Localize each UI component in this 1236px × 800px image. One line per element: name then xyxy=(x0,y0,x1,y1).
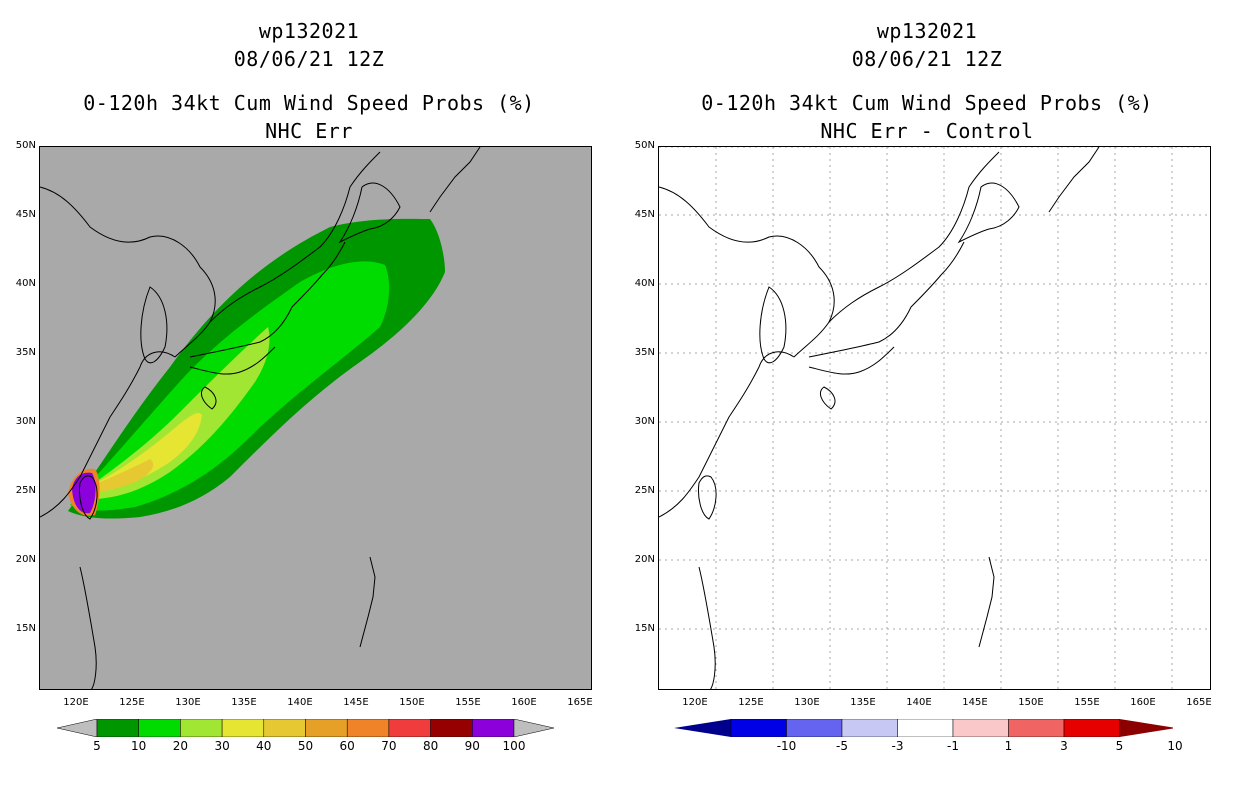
colorbar-under-triangle xyxy=(57,719,98,737)
y-axis-label: 40N xyxy=(15,278,36,289)
colorbar-bin xyxy=(96,719,139,737)
y-axis-label: 45N xyxy=(15,209,36,220)
x-axis-label: 135E xyxy=(231,697,257,708)
colorbar-bin xyxy=(897,719,954,737)
colorbar-label: 80 xyxy=(422,739,439,753)
colorbar-bin xyxy=(221,719,265,737)
x-axis-label: 160E xyxy=(1130,697,1156,708)
x-axis-label: 165E xyxy=(1186,697,1212,708)
map-svg xyxy=(659,147,1210,689)
x-axis-label: 120E xyxy=(682,697,708,708)
colorbar-label: 10 xyxy=(131,739,147,753)
grid-lines xyxy=(659,147,1210,689)
x-axis-label: 135E xyxy=(850,697,876,708)
colorbar-label: -1 xyxy=(947,739,959,753)
colorbar-label: -5 xyxy=(836,739,848,753)
y-axis-label: 50N xyxy=(15,140,36,151)
colorbar-label: 70 xyxy=(381,739,397,753)
colorbar-label: 10 xyxy=(1167,739,1183,753)
x-axis-label: 120E xyxy=(63,697,89,708)
colorbar-bin xyxy=(786,719,843,737)
colorbar-bin xyxy=(1008,719,1065,737)
method-title: NHC Err - Control xyxy=(820,119,1034,143)
colorbar xyxy=(57,719,554,737)
left-panel: wp132021 08/06/21 12Z 0-120h 34kt Cum Wi… xyxy=(15,19,593,753)
colorbar-bin xyxy=(138,719,181,737)
x-axis-label: 145E xyxy=(962,697,988,708)
x-axis-label: 130E xyxy=(794,697,820,708)
colorbar-label: 3 xyxy=(1060,739,1068,753)
y-axis-label: 15N xyxy=(634,623,655,634)
y-axis-label: 35N xyxy=(15,347,36,358)
y-axis-label: 15N xyxy=(15,623,36,634)
y-axis-label: 35N xyxy=(634,347,655,358)
colorbar-bin xyxy=(472,719,515,737)
product-title: 0-120h 34kt Cum Wind Speed Probs (%) xyxy=(83,91,535,115)
colorbar-bin xyxy=(1063,719,1120,737)
y-axis-label: 45N xyxy=(634,209,655,220)
colorbar-bin xyxy=(388,719,431,737)
y-axis-label: 30N xyxy=(634,416,655,427)
x-axis-label: 140E xyxy=(906,697,932,708)
probability-map xyxy=(39,146,592,690)
y-axis-label: 25N xyxy=(15,485,36,496)
map-svg xyxy=(40,147,481,689)
colorbar-bin xyxy=(180,719,223,737)
colorbar-bin xyxy=(305,719,348,737)
colorbar-bin xyxy=(346,719,390,737)
y-axis-label: 40N xyxy=(634,278,655,289)
x-axis-label: 165E xyxy=(567,697,593,708)
x-axis-label: 150E xyxy=(1018,697,1044,708)
colorbar-label: 60 xyxy=(339,739,355,753)
colorbar-label: -10 xyxy=(776,739,797,753)
y-axis-label: 20N xyxy=(634,554,655,565)
coastlines xyxy=(659,147,1100,689)
x-axis-label: 130E xyxy=(175,697,201,708)
method-title: NHC Err xyxy=(265,119,353,143)
colorbar-bin xyxy=(430,719,473,737)
colorbar-bin xyxy=(730,719,787,737)
coastlines xyxy=(40,147,481,689)
colorbar-bins xyxy=(96,719,515,737)
colorbar-over-triangle xyxy=(513,719,554,737)
colorbar-bin xyxy=(841,719,898,737)
x-axis-label: 155E xyxy=(455,697,481,708)
x-axis-label: 150E xyxy=(399,697,425,708)
y-axis-label: 50N xyxy=(634,140,655,151)
right-panel: wp132021 08/06/21 12Z 0-120h 34kt Cum Wi… xyxy=(618,0,1236,800)
storm-id-title: wp132021 xyxy=(258,19,360,43)
x-axis-label: 140E xyxy=(287,697,313,708)
colorbar-under-triangle xyxy=(674,719,731,737)
colorbar-bin xyxy=(263,719,306,737)
colorbar-bin xyxy=(952,719,1009,737)
x-axis-label: 145E xyxy=(343,697,369,708)
prob-contour-30 xyxy=(74,412,202,495)
y-axis-label: 30N xyxy=(15,416,36,427)
storm-id-title: wp132021 xyxy=(876,19,978,43)
colorbar-label: 1 xyxy=(1004,739,1013,753)
colorbar-label: 5 xyxy=(1115,739,1124,753)
colorbar-label: 20 xyxy=(172,739,189,753)
difference-map xyxy=(658,146,1211,690)
date-time-title: 08/06/21 12Z xyxy=(851,47,1003,71)
x-axis-label: 155E xyxy=(1074,697,1100,708)
y-axis-label: 25N xyxy=(634,485,655,496)
date-time-title: 08/06/21 12Z xyxy=(233,47,385,71)
x-axis-label: 125E xyxy=(738,697,764,708)
colorbar-label: 5 xyxy=(93,739,101,753)
colorbar-label: 30 xyxy=(214,739,230,753)
y-axis-label: 20N xyxy=(15,554,36,565)
colorbar-label: 90 xyxy=(464,739,480,753)
colorbar-label: 40 xyxy=(256,739,272,753)
colorbar-label: -3 xyxy=(891,739,904,753)
colorbar-over-triangle xyxy=(1119,719,1173,737)
colorbar-label: 100 xyxy=(502,739,526,753)
prob-contour-100 xyxy=(72,472,96,514)
x-axis-label: 160E xyxy=(511,697,537,708)
product-title: 0-120h 34kt Cum Wind Speed Probs (%) xyxy=(701,91,1153,115)
x-axis-label: 125E xyxy=(119,697,145,708)
colorbar-label: 50 xyxy=(297,739,314,753)
colorbar xyxy=(674,719,1173,737)
colorbar-bins xyxy=(674,719,1173,737)
